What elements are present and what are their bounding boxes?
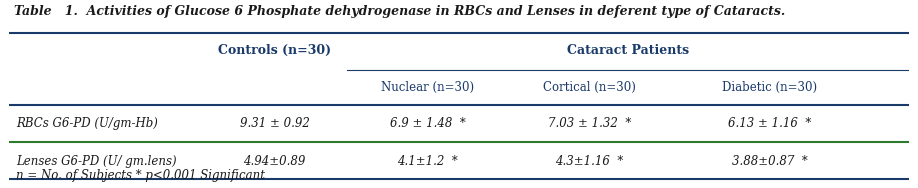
Text: Controls (n=30): Controls (n=30) — [218, 44, 331, 57]
Text: Cataract Patients: Cataract Patients — [566, 44, 688, 57]
Text: Table   1.  Activities of Glucose 6 Phosphate dehydrogenase in RBCs and Lenses i: Table 1. Activities of Glucose 6 Phospha… — [14, 5, 785, 18]
Text: 4.3±1.16  *: 4.3±1.16 * — [555, 155, 623, 168]
Text: 6.13 ± 1.16  *: 6.13 ± 1.16 * — [728, 117, 811, 130]
Text: 9.31 ± 0.92: 9.31 ± 0.92 — [240, 117, 309, 130]
Text: Nuclear (n=30): Nuclear (n=30) — [381, 81, 474, 94]
Text: n = No. of Subjects * p<0.001 Significant: n = No. of Subjects * p<0.001 Significan… — [17, 169, 265, 182]
Text: 4.94±0.89: 4.94±0.89 — [243, 155, 306, 168]
Text: RBCs G6-PD (U/gm-Hb): RBCs G6-PD (U/gm-Hb) — [17, 117, 158, 130]
Text: Lenses G6-PD (U/ gm.lens): Lenses G6-PD (U/ gm.lens) — [17, 155, 177, 168]
Text: Diabetic (n=30): Diabetic (n=30) — [722, 81, 817, 94]
Text: 7.03 ± 1.32  *: 7.03 ± 1.32 * — [548, 117, 631, 130]
Text: Cortical (n=30): Cortical (n=30) — [543, 81, 636, 94]
Text: 6.9 ± 1.48  *: 6.9 ± 1.48 * — [389, 117, 465, 130]
Text: 4.1±1.2  *: 4.1±1.2 * — [397, 155, 458, 168]
Text: 3.88±0.87  *: 3.88±0.87 * — [732, 155, 807, 168]
